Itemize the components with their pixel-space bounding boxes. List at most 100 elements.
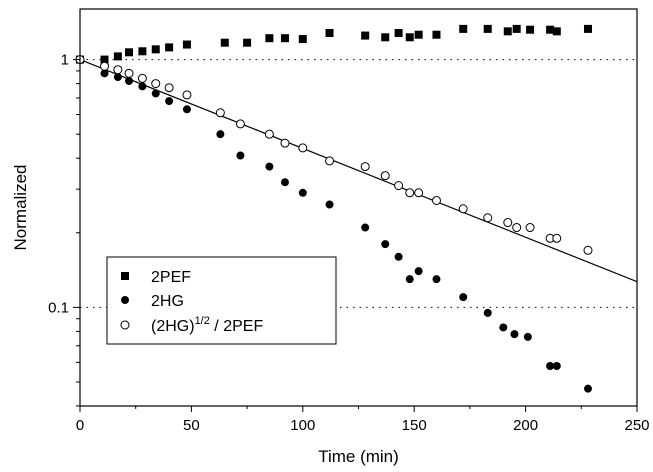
plot-frame	[79, 8, 638, 407]
data-points	[75, 24, 593, 393]
point-2hg	[325, 200, 334, 209]
point-2hg	[499, 323, 508, 332]
point-2hg	[552, 362, 561, 371]
point-2hg	[459, 293, 468, 302]
point-2pef	[165, 43, 174, 52]
x-tick-label: 0	[76, 417, 84, 434]
point-2pef	[512, 24, 521, 33]
legend: 2PEF 2HG (2HG)1/2 / 2PEF	[106, 256, 337, 345]
x-tick-label: 50	[183, 417, 200, 434]
point-ratio	[151, 79, 161, 89]
point-2hg	[483, 308, 492, 317]
fit-line-layer	[79, 59, 638, 283]
point-2hg	[405, 275, 414, 284]
y-tick-label: 0.1	[48, 299, 69, 316]
point-ratio	[124, 68, 134, 78]
point-ratio	[525, 223, 535, 233]
point-2pef	[100, 55, 109, 64]
point-2pef	[138, 47, 147, 56]
point-2pef	[265, 34, 274, 43]
point-ratio	[298, 143, 308, 153]
point-2pef	[459, 24, 468, 33]
point-ratio	[280, 138, 290, 148]
x-axis-ticks: 0 50 100 150 200 250	[76, 406, 650, 434]
legend-marker-2hg	[121, 296, 129, 304]
point-2hg	[182, 105, 191, 114]
point-2hg	[583, 384, 592, 393]
point-2pef	[325, 29, 334, 38]
point-2hg	[510, 330, 519, 339]
point-ratio	[137, 73, 147, 83]
point-2pef	[552, 27, 561, 36]
legend-label-ratio-sup: 1/2	[195, 315, 210, 327]
point-2hg	[165, 97, 174, 106]
point-ratio	[512, 223, 522, 233]
y-axis-ticks: 0.11	[48, 52, 80, 407]
point-2hg	[125, 76, 134, 85]
point-ratio	[325, 156, 335, 166]
point-2hg	[414, 267, 423, 276]
legend-marker-ratio	[120, 320, 130, 330]
point-2pef	[113, 52, 122, 61]
point-2pef	[583, 24, 592, 33]
point-2hg	[361, 223, 370, 232]
point-2pef	[483, 24, 492, 33]
point-ratio	[164, 83, 174, 93]
point-2hg	[280, 178, 289, 187]
point-2pef	[361, 31, 370, 40]
point-2hg	[394, 252, 403, 261]
point-2pef	[432, 30, 441, 39]
point-2hg	[523, 332, 532, 341]
point-2hg	[298, 188, 307, 197]
point-2pef	[546, 25, 555, 34]
point-ratio	[182, 90, 192, 100]
y-axis-label: Normalized	[11, 165, 30, 251]
point-ratio	[552, 233, 562, 243]
y-tick-label: 1	[61, 52, 69, 69]
point-ratio	[215, 108, 225, 118]
point-ratio	[100, 61, 110, 71]
legend-label-2pef: 2PEF	[151, 269, 191, 286]
point-ratio	[414, 188, 424, 198]
point-ratio	[405, 188, 415, 198]
legend-marker-2pef	[121, 272, 129, 280]
point-2hg	[265, 162, 274, 171]
point-2hg	[381, 240, 390, 249]
point-2hg	[546, 362, 555, 371]
point-ratio	[503, 218, 513, 228]
point-2pef	[298, 35, 307, 44]
x-tick-label: 250	[624, 417, 649, 434]
point-ratio	[483, 213, 493, 223]
point-2hg	[138, 82, 147, 91]
x-tick-label: 150	[402, 417, 427, 434]
legend-label-ratio-main: (2HG)	[151, 318, 195, 335]
point-ratio	[235, 119, 245, 129]
point-2pef	[125, 48, 134, 57]
x-axis-label: Time (min)	[318, 447, 399, 466]
point-2pef	[394, 29, 403, 38]
fit-line	[79, 59, 638, 283]
point-2pef	[503, 27, 512, 36]
point-2pef	[151, 45, 160, 54]
point-ratio	[360, 162, 370, 172]
point-2hg	[151, 89, 160, 98]
point-2pef	[381, 33, 390, 42]
point-2hg	[100, 69, 109, 78]
point-2hg	[432, 275, 441, 284]
point-2pef	[182, 40, 191, 49]
legend-label-ratio: (2HG)1/2 / 2PEF	[151, 315, 263, 335]
point-2pef	[220, 38, 229, 47]
point-2pef	[405, 33, 414, 42]
legend-label-ratio-tail: / 2PEF	[210, 318, 264, 335]
point-2hg	[216, 130, 225, 139]
point-ratio	[264, 129, 274, 139]
legend-box	[106, 256, 337, 345]
point-2hg	[113, 73, 122, 82]
point-ratio	[431, 195, 441, 205]
point-2pef	[526, 25, 535, 34]
x-tick-label: 200	[513, 417, 538, 434]
point-2pef	[243, 38, 252, 47]
point-ratio	[458, 204, 468, 214]
legend-label-2hg: 2HG	[151, 293, 184, 310]
